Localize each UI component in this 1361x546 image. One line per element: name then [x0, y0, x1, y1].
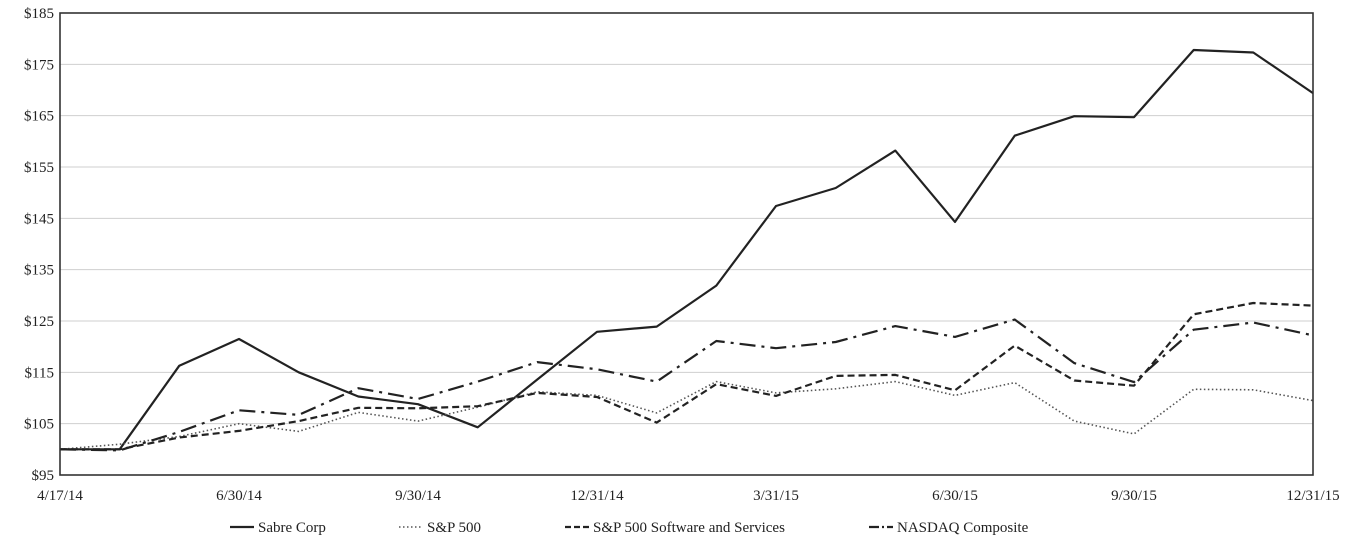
- x-tick-label: 12/31/14: [570, 488, 624, 504]
- y-tick-label: $115: [25, 365, 54, 381]
- gridlines: [60, 12, 1313, 476]
- legend-label: S&P 500 Software and Services: [593, 520, 785, 536]
- y-tick-label: $95: [32, 468, 55, 484]
- y-tick-label: $175: [24, 57, 54, 73]
- x-axis-tick-labels: 4/17/14 6/30/14 9/30/14 12/31/14 3/31/15 6/30…: [37, 488, 1340, 504]
- x-tick-label: 12/31/15: [1286, 488, 1339, 504]
- y-tick-label: $145: [24, 211, 54, 227]
- series-lines: [59, 48, 1314, 452]
- legend-label: S&P 500: [427, 520, 481, 536]
- x-tick-label: 9/30/14: [395, 488, 441, 504]
- series-line-3: [59, 318, 1314, 452]
- y-tick-label: $155: [24, 160, 54, 176]
- legend-label: NASDAQ Composite: [897, 520, 1029, 536]
- y-tick-label: $185: [24, 6, 54, 22]
- series-line-2: [60, 301, 1314, 451]
- legend-label: Sabre Corp: [258, 520, 326, 536]
- plot-area-frame: [59, 12, 1314, 476]
- series-line-1: [59, 380, 1314, 451]
- x-tick-label: 4/17/14: [37, 488, 83, 504]
- series-line-0: [60, 48, 1314, 451]
- y-tick-label: $125: [24, 314, 54, 330]
- x-tick-label: 6/30/14: [216, 488, 262, 504]
- legend: Sabre Corp S&P 500 S&P 500 Software and Se…: [230, 520, 1029, 536]
- y-tick-label: $105: [24, 417, 54, 433]
- y-axis-tick-labels: $95 $105 $115 $125 $135 $145 $155 $165 $175 $185: [24, 6, 54, 484]
- x-tick-label: 3/31/15: [753, 488, 799, 504]
- y-tick-label: $165: [24, 109, 54, 125]
- y-tick-label: $135: [24, 263, 54, 279]
- x-tick-label: 9/30/15: [1111, 488, 1157, 504]
- x-tick-label: 6/30/15: [932, 488, 978, 504]
